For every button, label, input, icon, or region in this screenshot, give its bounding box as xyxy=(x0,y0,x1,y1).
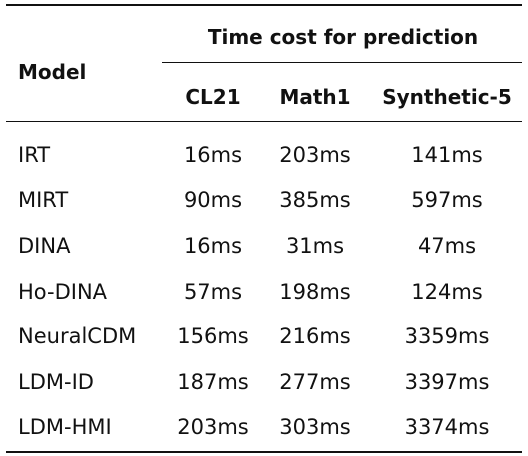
group-header-rule xyxy=(162,62,522,63)
table-top-rule xyxy=(6,4,522,6)
row-value-cl21: 16ms xyxy=(183,234,243,258)
row-model-label: LDM-HMI xyxy=(18,415,112,439)
row-model-label: LDM-ID xyxy=(18,370,94,394)
row-value-cl21: 203ms xyxy=(177,415,249,439)
row-model-label: DINA xyxy=(18,234,71,258)
row-model-label: NeuralCDM xyxy=(18,324,137,348)
row-value-math1: 216ms xyxy=(279,324,351,348)
row-model-label: MIRT xyxy=(18,188,69,212)
row-value-synthetic-5: 124ms xyxy=(411,280,483,304)
row-value-math1: 385ms xyxy=(279,188,351,212)
column-header-cl21: CL21 xyxy=(185,85,241,109)
model-column-header: Model xyxy=(18,60,87,84)
row-value-math1: 198ms xyxy=(279,280,351,304)
row-value-synthetic-5: 47ms xyxy=(417,234,477,258)
column-header-synthetic-5: Synthetic-5 xyxy=(382,85,512,109)
column-header-math1: Math1 xyxy=(279,85,351,109)
row-value-synthetic-5: 3397ms xyxy=(404,370,490,394)
row-value-synthetic-5: 3374ms xyxy=(404,415,490,439)
row-value-synthetic-5: 3359ms xyxy=(404,324,490,348)
table-bottom-rule xyxy=(6,451,522,453)
header-body-rule xyxy=(6,121,522,122)
row-value-cl21: 156ms xyxy=(177,324,249,348)
row-value-math1: 31ms xyxy=(285,234,345,258)
row-value-math1: 203ms xyxy=(279,143,351,167)
row-value-cl21: 90ms xyxy=(183,188,243,212)
row-value-cl21: 16ms xyxy=(183,143,243,167)
row-value-cl21: 57ms xyxy=(183,280,243,304)
row-value-math1: 277ms xyxy=(279,370,351,394)
row-value-synthetic-5: 597ms xyxy=(411,188,483,212)
row-value-cl21: 187ms xyxy=(177,370,249,394)
row-model-label: Ho-DINA xyxy=(18,280,108,304)
row-value-synthetic-5: 141ms xyxy=(411,143,483,167)
row-value-math1: 303ms xyxy=(279,415,351,439)
row-model-label: IRT xyxy=(18,143,51,167)
group-column-header: Time cost for prediction xyxy=(207,25,479,49)
